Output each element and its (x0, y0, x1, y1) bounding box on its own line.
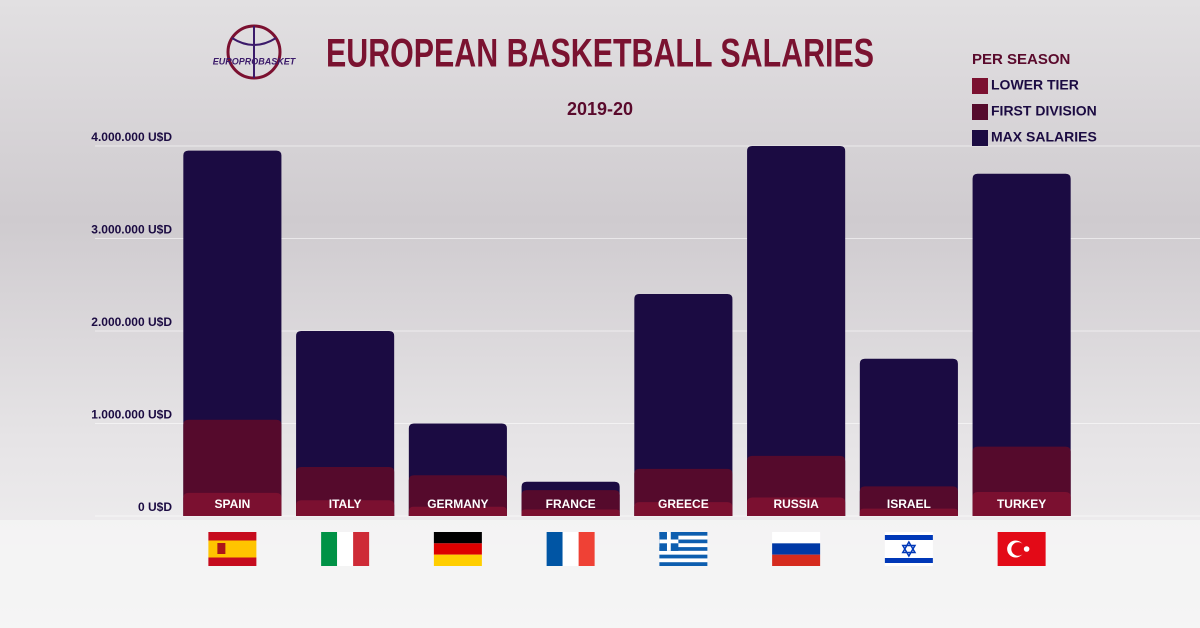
flag-star (901, 540, 917, 558)
bar (972, 173, 1071, 516)
flag-stripe (659, 558, 708, 563)
bar (296, 500, 395, 516)
flag-stripe (659, 543, 708, 548)
flag-stripe (659, 535, 708, 540)
flag-stripe (772, 532, 821, 544)
flag-stripe (337, 532, 354, 566)
flag-stripe (562, 532, 579, 566)
bar (408, 506, 507, 516)
flag (884, 532, 933, 566)
flag-moon-cut (1011, 542, 1025, 556)
flag-stripe (433, 532, 482, 544)
logo-text: EUROPROBASKET (213, 56, 297, 66)
flag-stripe (433, 554, 482, 566)
flag (659, 532, 708, 566)
flag-stripe (208, 532, 257, 541)
legend-swatch (972, 78, 988, 94)
x-tick-label: GREECE (658, 497, 709, 511)
flag-star (1023, 546, 1030, 552)
flag-stripe (659, 547, 708, 551)
bar (859, 358, 958, 516)
chart-subtitle: 2019-20 (567, 99, 633, 119)
flag-stripe (772, 554, 821, 566)
legend-label: FIRST DIVISION (991, 103, 1097, 119)
flag-emblem (217, 543, 226, 554)
flag-stripe (884, 558, 933, 563)
bar (183, 492, 282, 516)
bar (634, 294, 733, 516)
bar (521, 509, 620, 516)
x-tick-label: SPAIN (214, 497, 250, 511)
bar (634, 502, 733, 516)
flag (433, 532, 482, 566)
x-tick-label: FRANCE (546, 497, 596, 511)
flag-stripe (659, 550, 708, 555)
flag-stripe (659, 554, 708, 559)
flag (546, 532, 595, 566)
flag-stripe (659, 539, 708, 544)
bar (408, 475, 507, 516)
flag-stripe (772, 543, 821, 555)
flag-stripe (578, 532, 595, 566)
x-tick-label: ITALY (329, 497, 362, 511)
bar (747, 497, 846, 516)
bar (859, 508, 958, 516)
flag (208, 532, 257, 566)
bar (747, 146, 846, 516)
legend-label: MAX SALARIES (991, 129, 1097, 145)
x-tick-label: ISRAEL (887, 497, 931, 511)
chart-title: EUROPEAN BASKETBALL SALARIES (326, 32, 874, 76)
x-tick-label: RUSSIA (773, 497, 819, 511)
y-tick-label: 1.000.000 U$D (91, 408, 172, 422)
y-tick-label: 2.000.000 U$D (91, 315, 172, 329)
x-tick-label: GERMANY (427, 497, 488, 511)
flag-stripe (353, 532, 370, 566)
bar (183, 419, 282, 516)
flag (772, 532, 821, 566)
flag-stripe (659, 562, 708, 566)
flag-stripe (433, 543, 482, 555)
flag-stripe (884, 535, 933, 540)
legend-title: PER SEASON (972, 51, 1070, 68)
flag (321, 532, 370, 566)
legend-label: LOWER TIER (991, 77, 1079, 93)
y-tick-label: 0 U$D (138, 500, 172, 514)
bar (972, 491, 1071, 516)
flag-stripe (546, 532, 563, 566)
flag-cross (666, 532, 671, 551)
flag-stripe (321, 532, 338, 566)
logo-lines (231, 26, 277, 78)
y-tick-label: 3.000.000 U$D (91, 223, 172, 237)
x-tick-label: TURKEY (997, 497, 1046, 511)
legend-swatch (972, 130, 988, 146)
flag-stripe (208, 557, 257, 566)
legend-swatch (972, 104, 988, 120)
flag (997, 532, 1046, 566)
flag-stripe (659, 532, 708, 536)
flag-stripe (208, 540, 257, 558)
y-tick-label: 4.000.000 U$D (91, 130, 172, 144)
logo: EUROPROBASKET (213, 24, 297, 80)
